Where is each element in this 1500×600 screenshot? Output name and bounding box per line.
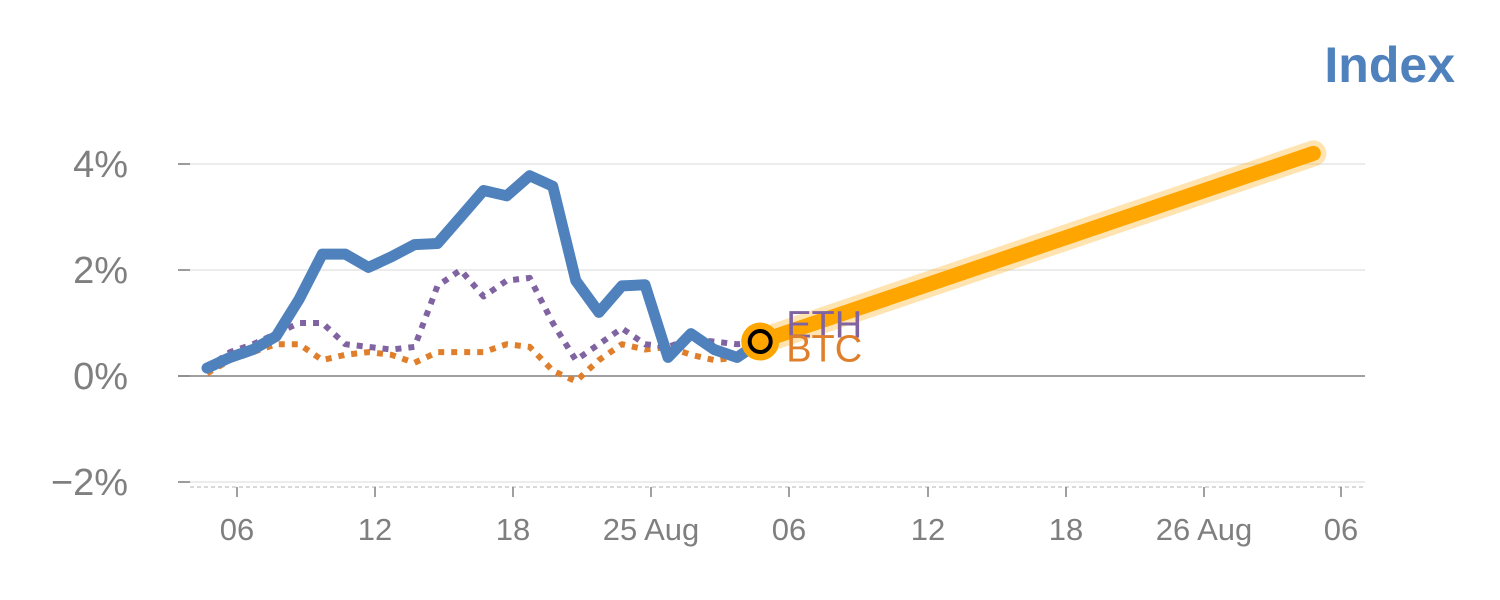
series-label-eth: ETH xyxy=(786,305,862,347)
x-tick-label: 12 xyxy=(358,512,392,547)
x-tick-label: 26 Aug xyxy=(1156,512,1253,547)
x-tick-label: 06 xyxy=(1324,512,1358,547)
projection-line xyxy=(752,145,1321,350)
y-tick-label: −2% xyxy=(51,462,128,504)
x-tick-label: 06 xyxy=(220,512,254,547)
y-tick-label: 0% xyxy=(73,356,128,398)
current-marker xyxy=(741,322,780,361)
marker-inner xyxy=(747,329,773,355)
x-tick-label: 25 Aug xyxy=(603,512,700,547)
chart-title: Index xyxy=(1324,37,1455,93)
x-tick-label: 18 xyxy=(496,512,530,547)
x-tick-label: 06 xyxy=(772,512,806,547)
series-label-btc: BTC xyxy=(786,329,862,371)
x-tick-label: 18 xyxy=(1049,512,1083,547)
series-lines xyxy=(201,170,766,385)
x-tick-label: 12 xyxy=(911,512,945,547)
series-line-eth xyxy=(205,267,761,371)
series-line-main xyxy=(201,170,766,374)
grid-lines xyxy=(178,163,1365,483)
y-tick-label: 4% xyxy=(73,144,128,186)
y-tick-label: 2% xyxy=(73,250,128,292)
projection-line xyxy=(747,140,1327,355)
axes: 4% 2% 0% −2% 06 12 18 25 Aug 06 12 18 26 Aug 06 xyxy=(51,144,1365,547)
